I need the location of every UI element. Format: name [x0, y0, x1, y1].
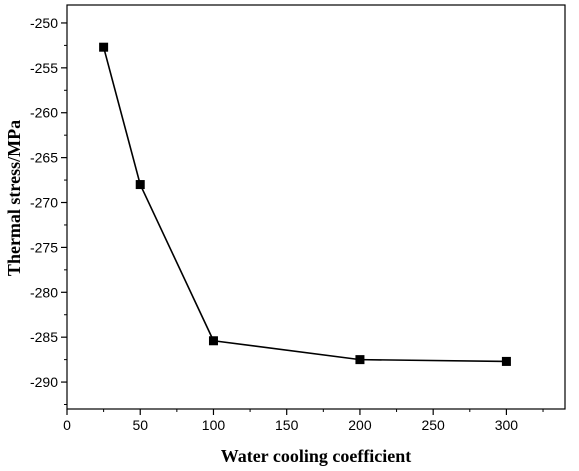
x-tick-label: 300: [495, 417, 519, 433]
x-tick-label: 250: [421, 417, 445, 433]
y-tick-label: -260: [30, 105, 58, 121]
plot-area-border: [66, 4, 566, 410]
data-point-marker: [208, 336, 218, 346]
x-tick-label: 0: [63, 417, 71, 433]
y-tick-label: -290: [30, 374, 58, 390]
data-point-marker: [99, 42, 109, 52]
y-tick-label: -285: [30, 329, 58, 345]
x-axis-ticks: [66, 409, 544, 415]
data-point-marker: [135, 180, 145, 190]
x-axis-tick-labels: 0 50 100 150 200 250 300: [63, 417, 518, 433]
x-axis-title: Water cooling coefficient: [221, 446, 412, 466]
series-line-segment: [102, 46, 142, 185]
y-axis-title: Thermal stress/MPa: [4, 120, 24, 276]
data-point-marker: [355, 355, 365, 365]
x-tick-label: 200: [348, 417, 372, 433]
y-tick-label: -250: [30, 15, 58, 31]
x-tick-label: 100: [202, 417, 226, 433]
plot-frame: [66, 4, 566, 410]
x-tick-label: 150: [275, 417, 299, 433]
y-tick-label: -280: [30, 284, 58, 300]
series-lines: [102, 46, 507, 363]
series-line-segment: [359, 358, 507, 363]
y-tick-label: -265: [30, 150, 58, 166]
series-line-segment: [213, 339, 361, 361]
series-line-segment: [139, 184, 215, 342]
y-tick-label: -270: [30, 195, 58, 211]
x-tick-label: 50: [132, 417, 148, 433]
y-tick-label: -275: [30, 239, 58, 255]
data-point-marker: [501, 356, 511, 366]
y-axis-tick-labels: -250 -255 -260 -265 -270 -275 -280 -285 -290: [30, 15, 58, 390]
y-tick-label: -255: [30, 60, 58, 76]
y-axis-ticks: [61, 22, 67, 406]
series-markers: [99, 42, 511, 366]
